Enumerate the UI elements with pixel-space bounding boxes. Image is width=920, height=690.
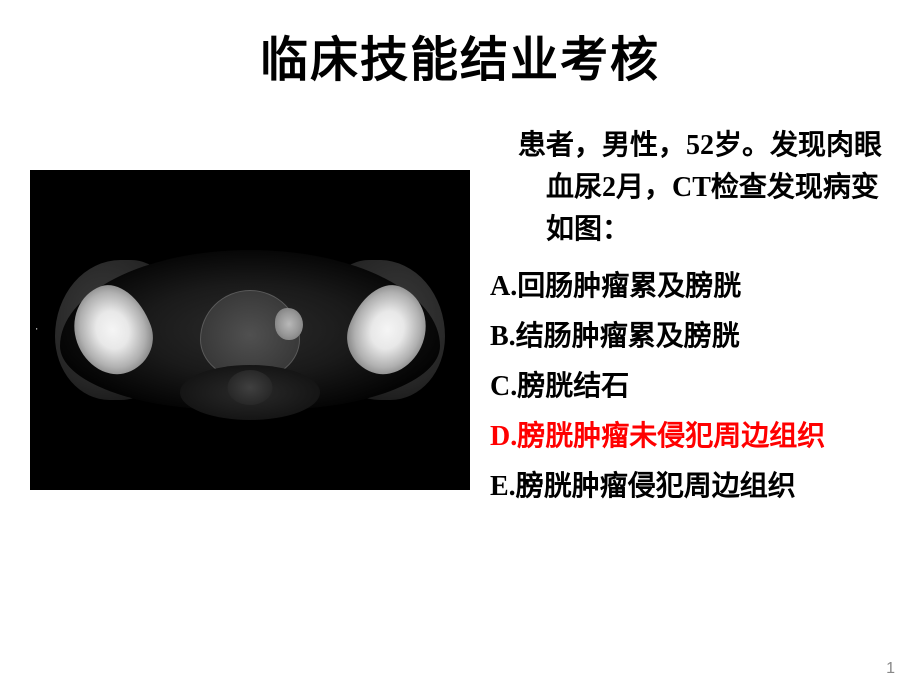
option-c: C.膀胱结石 <box>490 366 890 408</box>
case-description: 患者，男性，52岁。发现肉眼血尿2月，CT检查发现病变如图： <box>490 125 890 251</box>
option-e-label: E. <box>490 471 516 502</box>
page-number: 1 <box>886 660 895 678</box>
option-e-text: 膀胱肿瘤侵犯周边组织 <box>516 471 796 502</box>
option-c-label: C. <box>490 371 517 402</box>
option-a-text: 回肠肿瘤累及膀胱 <box>517 271 741 302</box>
option-d-text: 膀胱肿瘤未侵犯周边组织 <box>517 421 825 452</box>
content-wrapper: · 患者，男性，52岁。发现肉眼血尿2月，CT检查发现病变如图： <box>30 120 890 516</box>
option-d: D.膀胱肿瘤未侵犯周边组织 <box>490 416 890 458</box>
text-content: 患者，男性，52岁。发现肉眼血尿2月，CT检查发现病变如图： A.回肠肿瘤累及膀… <box>490 120 890 516</box>
option-b-text: 结肠肿瘤累及膀胱 <box>516 321 740 352</box>
option-e: E.膀胱肿瘤侵犯周边组织 <box>490 466 890 508</box>
option-a-label: A. <box>490 271 517 302</box>
scan-marker-icon: · <box>30 325 38 336</box>
option-b-label: B. <box>490 321 516 352</box>
option-b: B.结肠肿瘤累及膀胱 <box>490 316 890 358</box>
option-d-label: D. <box>490 421 517 452</box>
rectum <box>228 370 273 405</box>
slide-title: 临床技能结业考核 <box>30 20 890 90</box>
slide-container: 临床技能结业考核 · 患者，男性，52岁。发现肉眼血尿2月 <box>0 0 920 690</box>
bladder-tumor <box>275 308 303 340</box>
option-a: A.回肠肿瘤累及膀胱 <box>490 266 890 308</box>
option-c-text: 膀胱结石 <box>517 371 629 402</box>
scan-anatomy <box>40 230 460 430</box>
ct-scan-image: · <box>30 170 470 490</box>
image-container: · <box>30 170 470 490</box>
